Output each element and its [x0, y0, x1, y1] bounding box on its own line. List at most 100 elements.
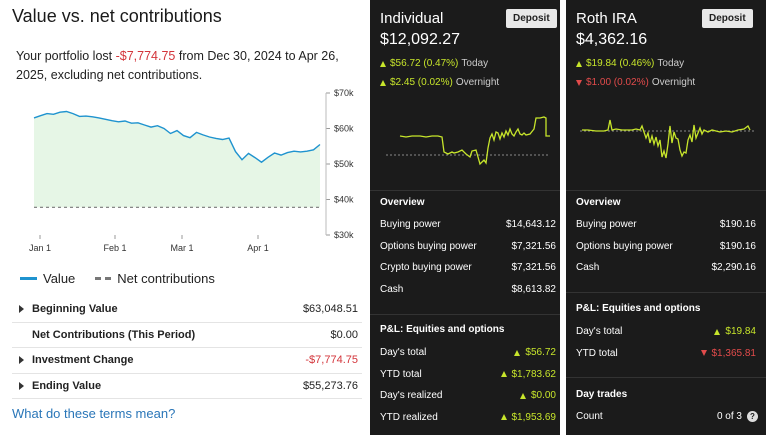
pl-heading: P&L: Equities and options: [576, 303, 701, 314]
pl-row: YTD total $1,365.81: [576, 348, 756, 359]
today-change-amount: $19.84 (0.46%): [586, 58, 655, 69]
x-tick-label: Feb 1: [103, 243, 126, 253]
legend-net-label: Net contributions: [117, 271, 215, 286]
up-arrow-icon: [500, 371, 507, 377]
up-arrow-icon: [380, 60, 386, 67]
roth-sparkline[interactable]: [576, 108, 756, 178]
day-trades-value: 0 of 3: [716, 411, 742, 422]
breakdown-label-wrap: Investment Change: [12, 354, 133, 366]
up-arrow-icon: [519, 392, 526, 399]
pl-row: Day's realized $0.00: [380, 390, 556, 401]
expand-caret-icon[interactable]: [19, 356, 24, 365]
help-icon[interactable]: ?: [747, 411, 758, 422]
value-chart[interactable]: $70k $60k $50k $40k $30k Jan 1 Feb 1 Mar 1 Apr 1: [0, 85, 370, 255]
pl-value-wrap: $19.84: [714, 326, 756, 337]
overview-label: Buying power: [576, 219, 637, 230]
pl-value: $1,365.81: [711, 347, 757, 359]
pl-value-wrap: $0.00: [519, 390, 556, 401]
overnight-change-label: Overnight: [651, 77, 696, 88]
account-name: Individual: [380, 10, 444, 27]
overview-value: $190.16: [719, 240, 756, 252]
today-change: $19.84 (0.46%) Today: [576, 58, 684, 69]
pl-value-wrap: $1,953.69: [500, 411, 557, 423]
legend-net-swatch: [95, 277, 112, 280]
overview-label: Options buying power: [380, 240, 477, 252]
x-tick-label: Apr 1: [247, 243, 269, 253]
overview-value-wrap: $8,613.82: [512, 284, 557, 295]
expand-caret-icon[interactable]: [19, 381, 24, 390]
breakdown-label-wrap: Beginning Value: [12, 303, 118, 315]
pl-value: $1,783.62: [511, 368, 557, 380]
y-tick-label: $60k: [334, 124, 354, 134]
account-name: Roth IRA: [576, 10, 637, 27]
overview-value-wrap: $14,643.12: [506, 219, 556, 230]
account-card-individual: Individual $12,092.27 Deposit $56.72 (0.…: [370, 0, 560, 435]
breakdown-label: Net Contributions (This Period): [32, 328, 196, 341]
sparkline-path: [399, 116, 550, 166]
breakdown-value: -$7,774.75: [305, 354, 358, 367]
chart-legend: Value Net contributions: [20, 271, 215, 286]
overview-heading: Overview: [380, 197, 425, 208]
day-trades-value-wrap: 0 of 3 ?: [717, 411, 758, 422]
pl-value: $56.72: [525, 347, 556, 358]
deposit-button[interactable]: Deposit: [702, 9, 753, 28]
overview-value: $14,643.12: [505, 219, 556, 230]
pl-row: YTD realized $1,953.69: [380, 412, 556, 423]
deposit-button[interactable]: Deposit: [506, 9, 557, 28]
pl-value: $19.84: [725, 326, 756, 337]
overview-label: Cash: [576, 262, 600, 273]
up-arrow-icon: [576, 60, 582, 67]
breakdown-label: Investment Change: [32, 354, 134, 367]
day-trades-row: Count 0 of 3 ?: [576, 411, 758, 422]
breakdown-label-wrap: Net Contributions (This Period): [12, 329, 195, 341]
divider: [566, 377, 766, 378]
legend-value-swatch: [20, 277, 37, 280]
breakdown-label: Beginning Value: [32, 303, 118, 316]
pl-label: Day's realized: [380, 390, 443, 401]
summary-prefix: Your portfolio lost: [16, 49, 116, 63]
overview-value: $7,321.56: [511, 262, 557, 273]
overview-value: $7,321.56: [511, 240, 557, 252]
overview-value-wrap: $190.16: [720, 241, 756, 252]
overview-row: Buying power $14,643.12: [380, 219, 556, 230]
divider: [370, 314, 560, 315]
overview-value: $2,290.16: [711, 262, 757, 273]
breakdown-row[interactable]: Ending Value $55,273.76: [12, 374, 362, 399]
account-balance: $4,362.16: [576, 31, 648, 48]
overview-row: Options buying power $7,321.56: [380, 241, 556, 252]
overview-value-wrap: $2,290.16: [712, 262, 757, 273]
value-area-fill: [34, 111, 320, 208]
overnight-change-amount: $1.00 (0.02%): [586, 77, 649, 88]
overview-value: $190.16: [719, 219, 756, 230]
expand-caret-icon[interactable]: [19, 305, 24, 314]
pl-value-wrap: $1,365.81: [700, 347, 757, 359]
pl-value: $1,953.69: [511, 411, 557, 423]
breakdown-row[interactable]: Beginning Value $63,048.51: [12, 297, 362, 323]
down-arrow-icon: [576, 79, 582, 86]
terms-help-link[interactable]: What do these terms mean?: [12, 406, 176, 421]
pl-row: Day's total $19.84: [576, 326, 756, 337]
divider: [370, 190, 560, 191]
summary-amount: -$7,774.75: [115, 49, 176, 63]
overview-row: Cash $2,290.16: [576, 262, 756, 273]
breakdown-row[interactable]: Investment Change -$7,774.75: [12, 348, 362, 374]
today-change-amount: $56.72 (0.47%): [390, 58, 459, 69]
today-change-label: Today: [657, 58, 685, 69]
pl-label: YTD total: [380, 368, 422, 380]
pl-label: Day's total: [380, 347, 427, 358]
y-tick-label: $50k: [334, 159, 354, 169]
today-change-label: Today: [461, 58, 489, 69]
up-arrow-icon: [380, 79, 386, 86]
up-arrow-icon: [514, 349, 521, 356]
up-arrow-icon: [714, 328, 721, 335]
overview-label: Options buying power: [576, 240, 673, 252]
down-arrow-icon: [700, 350, 707, 356]
individual-sparkline[interactable]: [380, 108, 550, 178]
overview-row: Options buying power $190.16: [576, 241, 756, 252]
pl-row: Day's total $56.72: [380, 347, 556, 358]
breakdown-label-wrap: Ending Value: [12, 380, 101, 392]
pl-heading: P&L: Equities and options: [380, 324, 505, 335]
overview-row: Buying power $190.16: [576, 219, 756, 230]
account-card-roth-ira: Roth IRA $4,362.16 Deposit $19.84 (0.46%…: [566, 0, 766, 435]
breakdown-label: Ending Value: [32, 379, 102, 392]
